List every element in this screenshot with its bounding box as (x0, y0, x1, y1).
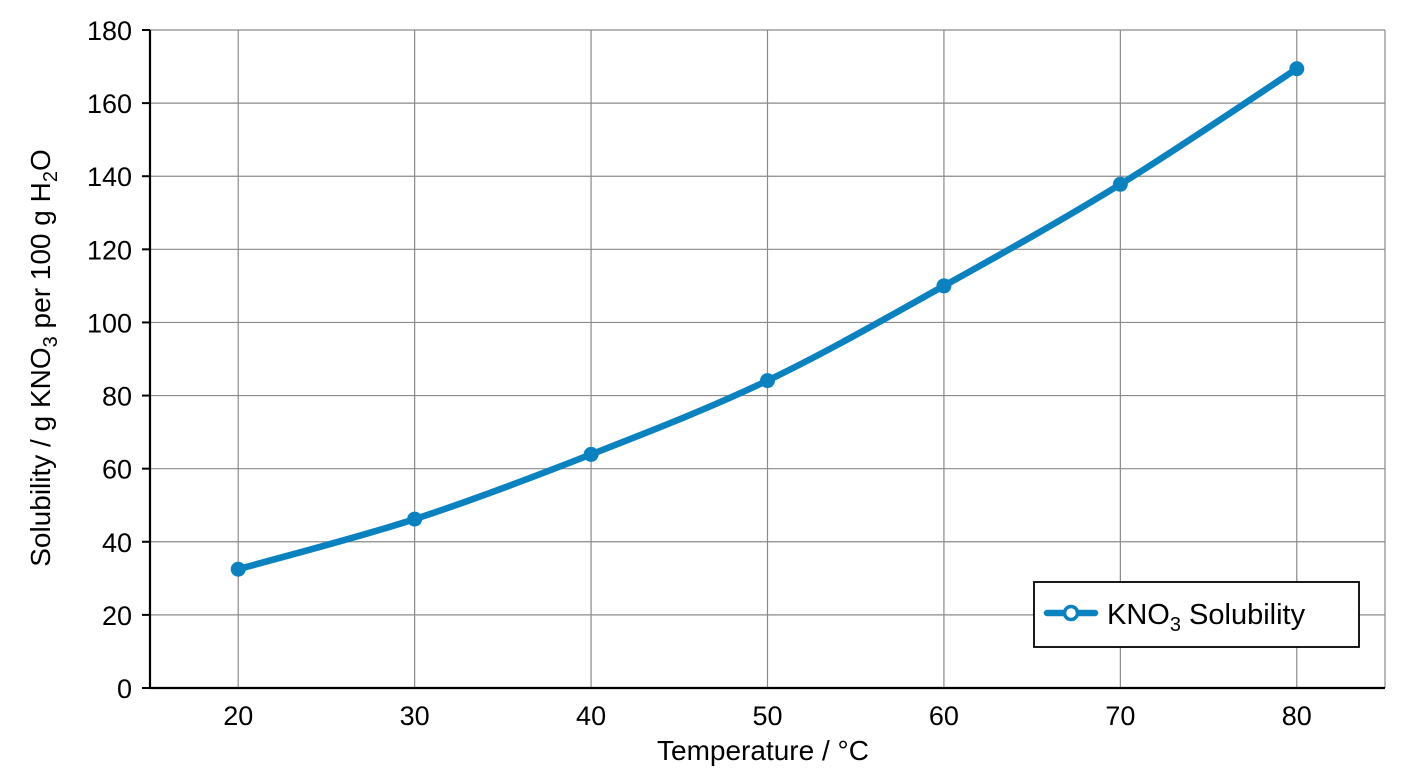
data-point (1112, 176, 1128, 192)
y-axis-title-part: Solubility / g KNO (25, 347, 56, 566)
data-point (407, 511, 423, 527)
y-axis-title-subscript: 3 (40, 336, 62, 347)
x-axis-title: Temperature / °C (657, 735, 869, 766)
x-tick-label: 30 (400, 701, 430, 731)
x-tick-label: 50 (752, 701, 782, 731)
legend: KNO3 Solubility (1033, 581, 1360, 648)
y-axis-title-part: per 100 g H (25, 182, 56, 336)
y-tick-label: 100 (87, 308, 132, 338)
legend-label-subscript: 3 (1170, 614, 1181, 636)
legend-marker-swatch (1062, 604, 1080, 622)
data-point (760, 373, 775, 389)
legend-label-part: KNO (1107, 599, 1170, 631)
legend-label-part: Solubility (1181, 599, 1306, 631)
data-point (1289, 61, 1305, 77)
y-tick-label: 160 (87, 89, 132, 119)
y-tick-label: 180 (87, 16, 132, 46)
y-axis-ticks: 0 20 40 60 80 100 120 140 160 180 (87, 16, 150, 704)
y-tick-label: 140 (87, 162, 132, 192)
legend-label: KNO3 Solubility (1107, 599, 1306, 636)
series-layer (230, 61, 1305, 577)
y-tick-label: 60 (102, 455, 132, 485)
x-tick-label: 80 (1282, 701, 1312, 731)
y-axis-title-subscript: 2 (40, 171, 62, 182)
x-tick-label: 60 (929, 701, 959, 731)
y-tick-label: 0 (117, 674, 132, 704)
grid (150, 29, 1386, 688)
data-point (230, 561, 246, 577)
x-tick-label: 70 (1105, 701, 1135, 731)
y-tick-label: 80 (102, 382, 132, 412)
y-axis-title: Solubility / g KNO3 per 100 g H2O (25, 149, 62, 567)
axes (148, 30, 1385, 690)
y-tick-label: 120 (87, 235, 132, 265)
x-tick-label: 20 (223, 701, 253, 731)
y-tick-label: 20 (102, 601, 132, 631)
x-tick-label: 40 (576, 701, 606, 731)
x-axis-ticks: 20 30 40 50 60 70 80 (223, 701, 1312, 731)
data-point (583, 446, 599, 462)
y-tick-label: 40 (102, 528, 132, 558)
y-axis-title-part: O (25, 149, 56, 171)
data-point (936, 278, 952, 294)
